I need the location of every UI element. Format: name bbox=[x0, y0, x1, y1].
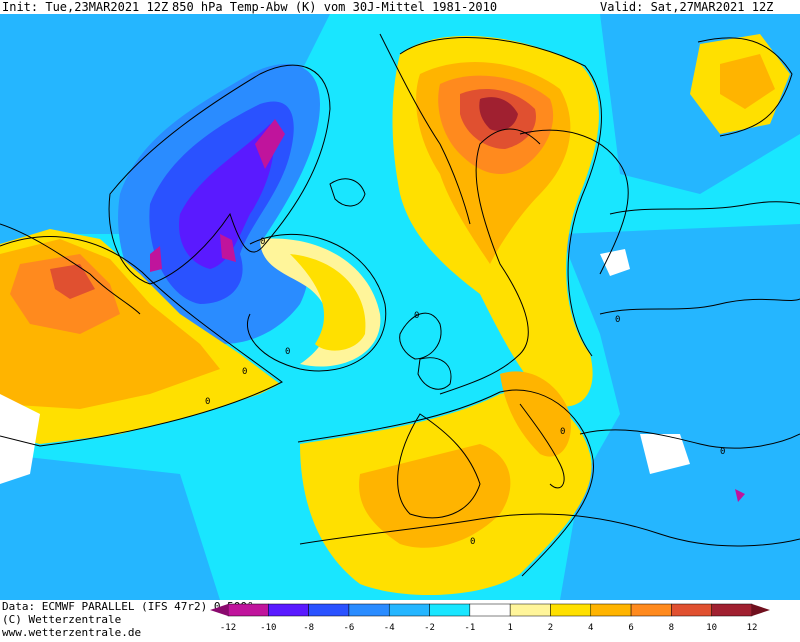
anomaly-area-neg4-northwest bbox=[0, 14, 330, 244]
contour-label: 0 bbox=[260, 237, 265, 247]
legend-tick-label: 1 bbox=[507, 623, 512, 633]
legend-tick-label: -10 bbox=[260, 623, 276, 633]
contour-label: 0 bbox=[414, 311, 419, 321]
legend-swatch bbox=[429, 603, 471, 617]
legend-swatch bbox=[388, 603, 430, 617]
legend-tick-label: -8 bbox=[303, 623, 314, 633]
legend-swatch bbox=[268, 603, 309, 617]
legend-swatches bbox=[227, 603, 753, 617]
legend-arrow-right bbox=[752, 604, 770, 616]
anomaly-area-neutral-west bbox=[0, 394, 40, 484]
color-legend: -12 -10 -8 -6 -4 -2 -1 1 2 4 6 8 10 12 bbox=[210, 603, 770, 633]
contour-label: 0 bbox=[560, 427, 565, 437]
legend-tick-label: 2 bbox=[548, 623, 553, 633]
anomaly-area-pos4-iberia bbox=[359, 444, 511, 548]
coastlines bbox=[0, 33, 800, 547]
contour-label: 0 bbox=[205, 397, 210, 407]
legend-swatch bbox=[308, 603, 350, 617]
contour-label: 0 bbox=[615, 315, 620, 325]
anomaly-area-pos4-italy bbox=[500, 371, 571, 457]
anomaly-area-pos4-northeast bbox=[720, 54, 775, 109]
anomaly-area-neg12-greenland-small bbox=[150, 246, 162, 272]
anomaly-area-neg12-egypt bbox=[735, 489, 745, 502]
legend-tick-label: -2 bbox=[424, 623, 435, 633]
temperature-anomaly-map: 0 0 0 0 0 0 0 0 0 bbox=[0, 14, 800, 600]
map-svg: 0 0 0 0 0 0 0 0 0 bbox=[0, 14, 800, 600]
anomaly-area-neg10-greenland bbox=[179, 124, 274, 269]
contour-label: 0 bbox=[470, 537, 475, 547]
legend-swatch bbox=[671, 603, 712, 617]
map-title: 850 hPa Temp-Abw (K) vom 30J-Mittel 1981… bbox=[172, 0, 498, 14]
website-url: www.wetterzentrale.de bbox=[2, 626, 142, 639]
legend-swatch bbox=[348, 603, 390, 617]
legend-tick-label: 6 bbox=[628, 623, 633, 633]
legend-swatch bbox=[630, 603, 672, 617]
anomaly-area-neg12-greenland bbox=[255, 119, 285, 169]
valid-time-label: Valid: Sat,27MAR2021 12Z bbox=[600, 0, 774, 14]
header-bar: Init: Tue,23MAR2021 12Z 850 hPa Temp-Abw… bbox=[0, 0, 800, 14]
anomaly-area-neutral-east bbox=[640, 434, 690, 474]
legend-swatch bbox=[590, 603, 632, 617]
copyright-label: (C) Wetterzentrale bbox=[2, 613, 122, 626]
legend-tick-label: -12 bbox=[220, 623, 236, 633]
legend-tick-label: 10 bbox=[706, 623, 717, 633]
contour-labels: 0 0 0 0 0 0 0 0 0 bbox=[205, 237, 725, 547]
anomaly-area-pos8-labrador bbox=[50, 264, 95, 299]
legend-swatch bbox=[711, 603, 753, 617]
init-time-label: Init: Tue,23MAR2021 12Z bbox=[2, 0, 169, 14]
contour-label: 0 bbox=[720, 447, 725, 457]
anomaly-area-pos2-atlantic bbox=[290, 254, 366, 351]
anomaly-area-pos10-scandinavia bbox=[479, 97, 518, 131]
legend-swatch bbox=[550, 603, 592, 617]
anomaly-area-neutral-central bbox=[600, 249, 630, 276]
legend-tick-label: 12 bbox=[747, 623, 758, 633]
anomaly-area-neg12-greenland-mid bbox=[220, 234, 236, 262]
legend-tick-labels: -12 -10 -8 -6 -4 -2 -1 1 2 4 6 8 10 12 bbox=[220, 623, 758, 633]
anomaly-area-neg4-southwest bbox=[0, 454, 220, 600]
legend-tick-label: 8 bbox=[669, 623, 674, 633]
contour-label: 0 bbox=[285, 347, 290, 357]
contour-label: 0 bbox=[242, 367, 247, 377]
legend-tick-label: -4 bbox=[384, 623, 395, 633]
legend-swatch bbox=[509, 603, 551, 617]
legend-arrow-left bbox=[210, 604, 228, 616]
legend-swatch bbox=[469, 603, 511, 617]
zero-contours bbox=[0, 36, 793, 577]
anomaly-area-neg4-southeast bbox=[560, 224, 800, 600]
legend-tick-label: 4 bbox=[588, 623, 593, 633]
data-source-label: Data: ECMWF PARALLEL (IFS 47r2) 0.500° bbox=[2, 600, 254, 613]
legend-tick-label: -6 bbox=[344, 623, 355, 633]
legend-swatch bbox=[227, 603, 269, 617]
legend-tick-label: -1 bbox=[464, 623, 475, 633]
